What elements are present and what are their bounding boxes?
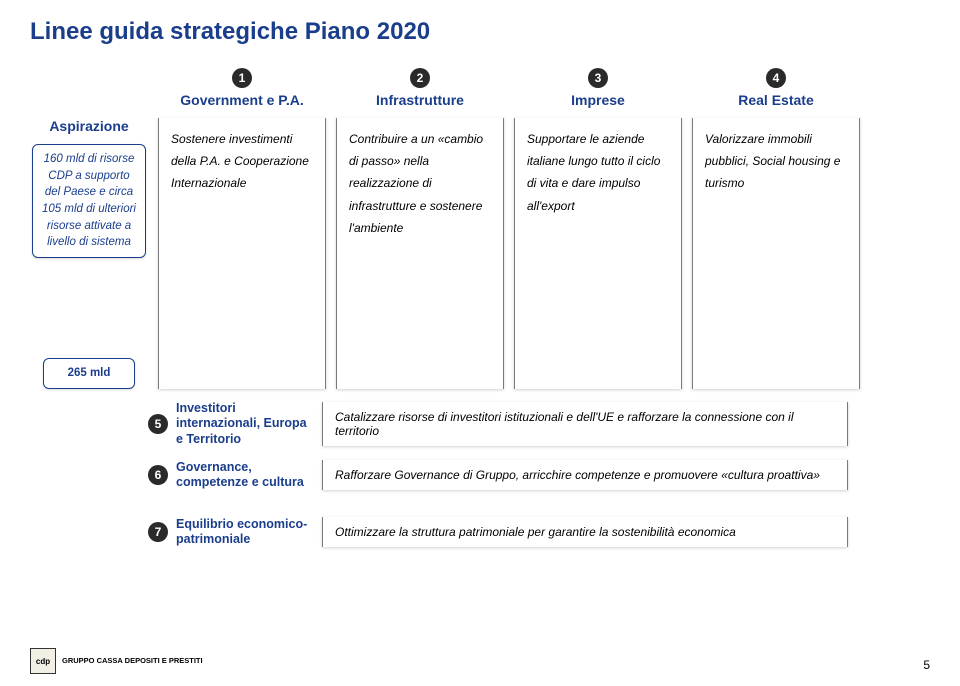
vertical-cell-3: Supportare le aziende italiane lungo tut… — [514, 118, 682, 389]
num-badge-3: 3 — [588, 68, 608, 88]
vertical-cell-1: Sostenere investimenti della P.A. e Coop… — [158, 118, 326, 389]
num-badge-1: 1 — [232, 68, 252, 88]
col-header-1: 1 Government e P.A. — [158, 68, 326, 108]
col-label-4: Real Estate — [738, 92, 813, 108]
row-label-5: Investitori internazionali, Europa e Ter… — [176, 401, 314, 448]
row-text-5: Catalizzare risorse di investitori istit… — [322, 402, 848, 446]
num-badge-4: 4 — [766, 68, 786, 88]
page-number: 5 — [923, 658, 930, 672]
num-badge-5: 5 — [148, 414, 168, 434]
col-label-2: Infrastrutture — [376, 92, 464, 108]
page-title: Linee guida strategiche Piano 2020 — [30, 18, 930, 46]
footer-logo: cdp GRUPPO CASSA DEPOSITI E PRESTITI — [30, 648, 203, 674]
logo-text: GRUPPO CASSA DEPOSITI E PRESTITI — [62, 657, 203, 665]
logo-icon: cdp — [30, 648, 56, 674]
col-header-4: 4 Real Estate — [692, 68, 860, 108]
matrix-grid: 1 Government e P.A. 2 Infrastrutture 3 I… — [30, 68, 930, 389]
row-5: 5 Investitori internazionali, Europa e T… — [148, 401, 848, 448]
row-6: 6 Governance, competenze e cultura Raffo… — [148, 460, 848, 491]
horizontal-rows: 5 Investitori internazionali, Europa e T… — [148, 401, 848, 491]
mld-box: 265 mld — [43, 358, 135, 389]
row-label-6: Governance, competenze e cultura — [176, 460, 314, 491]
col-label-1: Government e P.A. — [180, 92, 303, 108]
col-header-3: 3 Imprese — [514, 68, 682, 108]
row-text-6: Rafforzare Governance di Gruppo, arricch… — [322, 460, 848, 490]
row-7: 7 Equilibrio economico-patrimoniale Otti… — [148, 517, 848, 548]
row-label-7: Equilibrio economico-patrimoniale — [176, 517, 314, 548]
aspirazione-box: 160 mld di risorse CDP a supporto del Pa… — [32, 144, 146, 258]
aspirazione-column: Aspirazione 160 mld di risorse CDP a sup… — [30, 118, 148, 389]
num-badge-6: 6 — [148, 465, 168, 485]
num-badge-7: 7 — [148, 522, 168, 542]
row-7-container: 7 Equilibrio economico-patrimoniale Otti… — [148, 517, 848, 548]
aspirazione-title: Aspirazione — [49, 118, 128, 134]
col-label-3: Imprese — [571, 92, 625, 108]
col-header-2: 2 Infrastrutture — [336, 68, 504, 108]
vertical-cell-2: Contribuire a un «cambio di passo» nella… — [336, 118, 504, 389]
row-text-7: Ottimizzare la struttura patrimoniale pe… — [322, 517, 848, 547]
vertical-cell-4: Valorizzare immobili pubblici, Social ho… — [692, 118, 860, 389]
num-badge-2: 2 — [410, 68, 430, 88]
